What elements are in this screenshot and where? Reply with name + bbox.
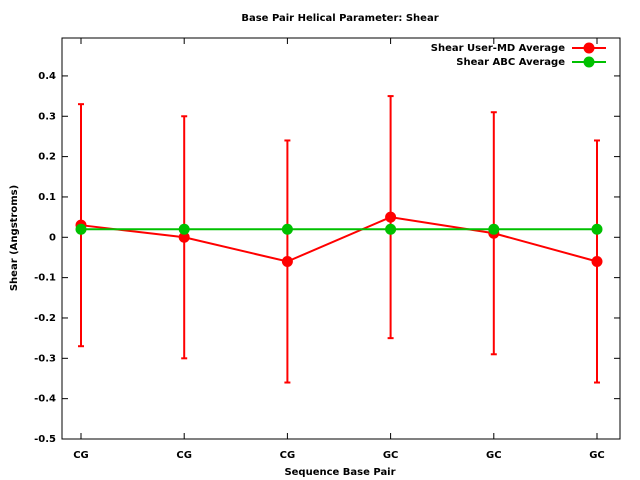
point — [178, 231, 190, 243]
point — [281, 223, 293, 235]
legend-label: Shear ABC Average — [456, 57, 565, 68]
y-tick-label: -0.2 — [34, 313, 56, 324]
y-tick-label: -0.1 — [34, 273, 56, 284]
point — [385, 223, 397, 235]
point — [591, 255, 603, 267]
y-tick-label: -0.3 — [34, 353, 56, 364]
y-tick-label: 0.3 — [38, 111, 56, 122]
point — [385, 211, 397, 223]
point — [488, 223, 500, 235]
x-tick-label: CG — [280, 450, 296, 461]
point — [75, 223, 87, 235]
y-tick-label: -0.5 — [34, 434, 56, 445]
x-axis-label: Sequence Base Pair — [284, 467, 395, 478]
legend-marker — [583, 42, 595, 54]
y-tick-label: 0 — [49, 232, 56, 243]
point — [178, 223, 190, 235]
y-axis-label: Shear (Angstroms) — [9, 185, 20, 291]
x-tick-label: CG — [73, 450, 89, 461]
legend-label: Shear User-MD Average — [431, 43, 565, 54]
y-tick-label: 0.2 — [38, 152, 56, 163]
point — [591, 223, 603, 235]
y-tick-label: 0.1 — [38, 192, 56, 203]
plot-frame — [61, 37, 621, 440]
x-tick-label: GC — [486, 450, 502, 461]
series-line — [80, 216, 598, 263]
x-tick-label: GC — [383, 450, 399, 461]
legend-marker — [583, 56, 595, 68]
x-tick-label: GC — [589, 450, 605, 461]
y-tick-label: 0.4 — [38, 71, 56, 82]
x-tick-label: CG — [176, 450, 192, 461]
y-tick-label: -0.4 — [34, 394, 56, 405]
point — [281, 255, 293, 267]
chart-title: Base Pair Helical Parameter: Shear — [241, 13, 438, 24]
